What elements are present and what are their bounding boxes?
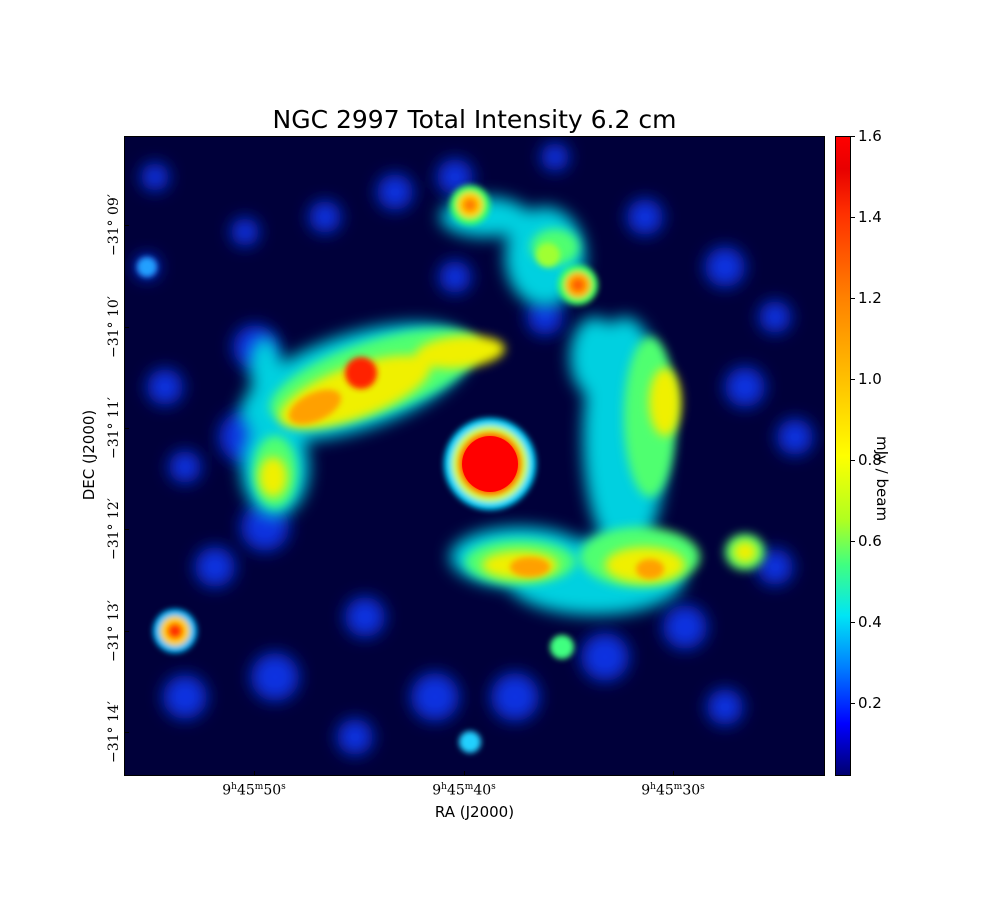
colorbar-tick-label: 0.4 — [858, 613, 882, 632]
colorbar-tick-label: 1.6 — [858, 127, 882, 145]
intensity-map-svg — [125, 137, 824, 775]
colorbar-tick-label: 1.0 — [858, 370, 882, 389]
y-tick — [124, 225, 129, 226]
colorbar-tick — [851, 298, 855, 300]
colorbar-tick — [851, 379, 855, 381]
y-tick-label-wrap: −31° 11′ — [104, 393, 124, 463]
colorbar-label: mJy / beam — [873, 436, 891, 522]
intensity-map — [124, 136, 825, 776]
y-tick-label-wrap: −31° 14′ — [104, 697, 124, 767]
colorbar-tick-label: 0.2 — [858, 694, 882, 713]
colorbar — [835, 136, 851, 776]
colorbar-tick — [851, 541, 855, 543]
x-tick — [464, 771, 465, 776]
x-tick — [673, 771, 674, 776]
y-tick — [124, 631, 129, 632]
colorbar-tick-label: 1.2 — [858, 289, 882, 308]
colorbar-tick-label: 1.4 — [858, 208, 882, 226]
y-tick — [124, 428, 129, 429]
y-tick-label: −31° 14′ — [106, 701, 122, 763]
x-tick-label: 9h45m50s — [222, 782, 286, 799]
x-tick-label: 9h45m30s — [641, 782, 705, 799]
y-tick — [124, 732, 129, 733]
y-tick-label: −31° 09′ — [106, 194, 122, 256]
chart-title: NGC 2997 Total Intensity 6.2 cm — [272, 105, 677, 134]
colorbar-tick — [851, 217, 855, 218]
y-tick-label: −31° 12′ — [106, 498, 122, 560]
y-tick-label: −31° 10′ — [106, 296, 122, 358]
nucleus-core — [462, 436, 518, 492]
y-tick-label: −31° 11′ — [106, 397, 122, 459]
colorbar-tick — [851, 703, 855, 705]
colorbar-tick — [851, 460, 855, 462]
y-tick — [124, 327, 129, 328]
colorbar-tick — [851, 622, 855, 624]
colorbar-tick-label: 0.6 — [858, 532, 882, 551]
colorbar-tick — [851, 136, 855, 137]
colorbar-tick-label: 0.8 — [858, 451, 882, 470]
y-axis-label-wrap: DEC (J2000) — [79, 405, 99, 505]
x-tick — [254, 771, 255, 776]
y-tick — [124, 529, 129, 530]
y-tick-label-wrap: −31° 13′ — [104, 596, 124, 666]
y-tick-label-wrap: −31° 12′ — [104, 494, 124, 564]
x-tick-label: 9h45m40s — [432, 782, 496, 799]
y-tick-label-wrap: −31° 09′ — [104, 190, 124, 260]
y-tick-label-wrap: −31° 10′ — [104, 292, 124, 362]
x-axis-label: RA (J2000) — [434, 803, 515, 821]
y-tick-label: −31° 13′ — [106, 600, 122, 662]
y-axis-label: DEC (J2000) — [80, 409, 98, 501]
